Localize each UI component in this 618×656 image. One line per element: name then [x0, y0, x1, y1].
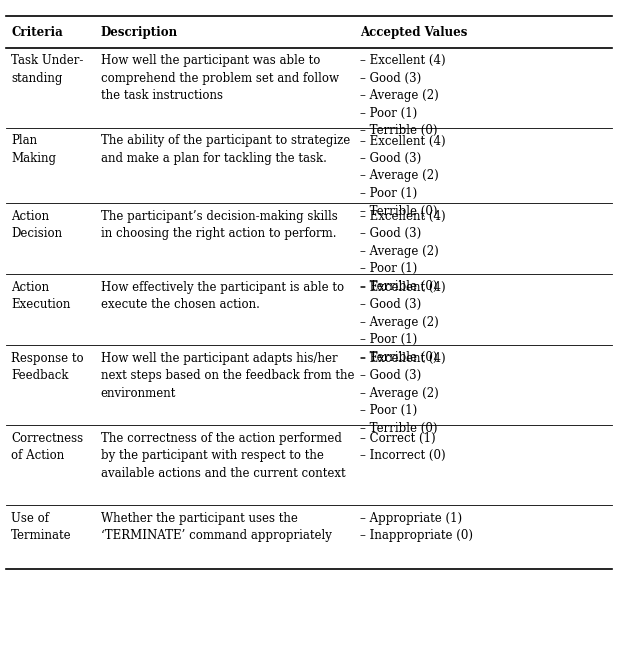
Text: Action
Execution: Action Execution	[11, 281, 70, 311]
Text: – Appropriate (1)
– Inappropriate (0): – Appropriate (1) – Inappropriate (0)	[360, 512, 473, 542]
Text: How effectively the participant is able to
execute the chosen action.: How effectively the participant is able …	[101, 281, 344, 311]
Text: Plan
Making: Plan Making	[11, 134, 56, 165]
Text: The participant’s decision-making skills
in choosing the right action to perform: The participant’s decision-making skills…	[101, 210, 337, 240]
Text: Accepted Values: Accepted Values	[360, 26, 468, 39]
Text: Task Under-
standing: Task Under- standing	[11, 54, 83, 85]
Text: – Excellent (4)
– Good (3)
– Average (2)
– Poor (1)
– Terrible (0): – Excellent (4) – Good (3) – Average (2)…	[360, 54, 446, 138]
Text: – Excellent (4)
– Good (3)
– Average (2)
– Poor (1)
– Terrible (0): – Excellent (4) – Good (3) – Average (2)…	[360, 134, 446, 218]
Text: The ability of the participant to strategize
and make a plan for tackling the ta: The ability of the participant to strate…	[101, 134, 350, 165]
Text: How well the participant adapts his/her
next steps based on the feedback from th: How well the participant adapts his/her …	[101, 352, 354, 400]
Text: Whether the participant uses the
‘TERMINATE’ command appropriately: Whether the participant uses the ‘TERMIN…	[101, 512, 332, 542]
Text: Use of
Terminate: Use of Terminate	[11, 512, 72, 542]
Text: – Correct (1)
– Incorrect (0): – Correct (1) – Incorrect (0)	[360, 432, 446, 462]
Text: Criteria: Criteria	[11, 26, 63, 39]
Text: Correctness
of Action: Correctness of Action	[11, 432, 83, 462]
Text: Action
Decision: Action Decision	[11, 210, 62, 240]
Text: – Excellent (4)
– Good (3)
– Average (2)
– Poor (1)
– Terrible (0): – Excellent (4) – Good (3) – Average (2)…	[360, 210, 446, 293]
Text: – Excellent (4)
– Good (3)
– Average (2)
– Poor (1)
– Terrible (0): – Excellent (4) – Good (3) – Average (2)…	[360, 281, 446, 364]
Text: Response to
Feedback: Response to Feedback	[11, 352, 84, 382]
Text: How well the participant was able to
comprehend the problem set and follow
the t: How well the participant was able to com…	[101, 54, 339, 102]
Text: – Excellent (4)
– Good (3)
– Average (2)
– Poor (1)
– Terrible (0): – Excellent (4) – Good (3) – Average (2)…	[360, 352, 446, 435]
Text: Description: Description	[101, 26, 178, 39]
Text: The correctness of the action performed
by the participant with respect to the
a: The correctness of the action performed …	[101, 432, 345, 480]
